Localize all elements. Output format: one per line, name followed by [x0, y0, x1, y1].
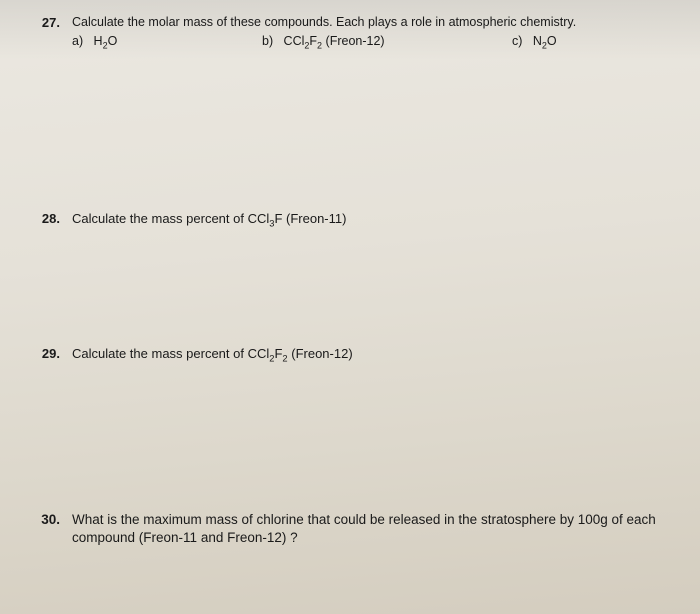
- part-label: b): [262, 34, 273, 48]
- part-label: a): [72, 34, 83, 48]
- question-body: Calculate the mass percent of CCl3F (Fre…: [72, 210, 672, 228]
- question-row: 30. What is the maximum mass of chlorine…: [28, 511, 672, 547]
- question-row: 27. Calculate the molar mass of these co…: [28, 14, 672, 50]
- question-parts: a) H2O b) CCl2F2 (Freon-12) c) N2O: [72, 33, 672, 50]
- question-prompt: Calculate the mass percent of CCl2F2 (Fr…: [72, 346, 353, 361]
- question-body: Calculate the molar mass of these compou…: [72, 14, 672, 50]
- question-row: 28. Calculate the mass percent of CCl3F …: [28, 210, 672, 228]
- question-number: 28.: [28, 210, 72, 228]
- part-formula: H2O: [94, 34, 118, 48]
- question-body: What is the maximum mass of chlorine tha…: [72, 511, 672, 547]
- question-prompt: What is the maximum mass of chlorine tha…: [72, 512, 656, 545]
- question-27: 27. Calculate the molar mass of these co…: [28, 14, 672, 50]
- question-28: 28. Calculate the mass percent of CCl3F …: [28, 210, 672, 228]
- question-row: 29. Calculate the mass percent of CCl2F2…: [28, 345, 672, 363]
- question-number: 29.: [28, 345, 72, 363]
- question-number: 27.: [28, 14, 72, 32]
- question-body: Calculate the mass percent of CCl2F2 (Fr…: [72, 345, 672, 363]
- part-formula: N2O: [533, 34, 557, 48]
- part-b: b) CCl2F2 (Freon-12): [262, 33, 472, 50]
- question-number: 30.: [28, 511, 72, 529]
- question-prompt: Calculate the mass percent of CCl3F (Fre…: [72, 211, 346, 226]
- worksheet-page: 27. Calculate the molar mass of these co…: [0, 0, 700, 614]
- part-formula: CCl2F2 (Freon-12): [284, 34, 385, 48]
- question-29: 29. Calculate the mass percent of CCl2F2…: [28, 345, 672, 363]
- question-30: 30. What is the maximum mass of chlorine…: [28, 511, 672, 547]
- question-prompt: Calculate the molar mass of these compou…: [72, 15, 576, 29]
- part-c: c) N2O: [472, 33, 672, 50]
- part-label: c): [512, 34, 522, 48]
- part-a: a) H2O: [72, 33, 262, 50]
